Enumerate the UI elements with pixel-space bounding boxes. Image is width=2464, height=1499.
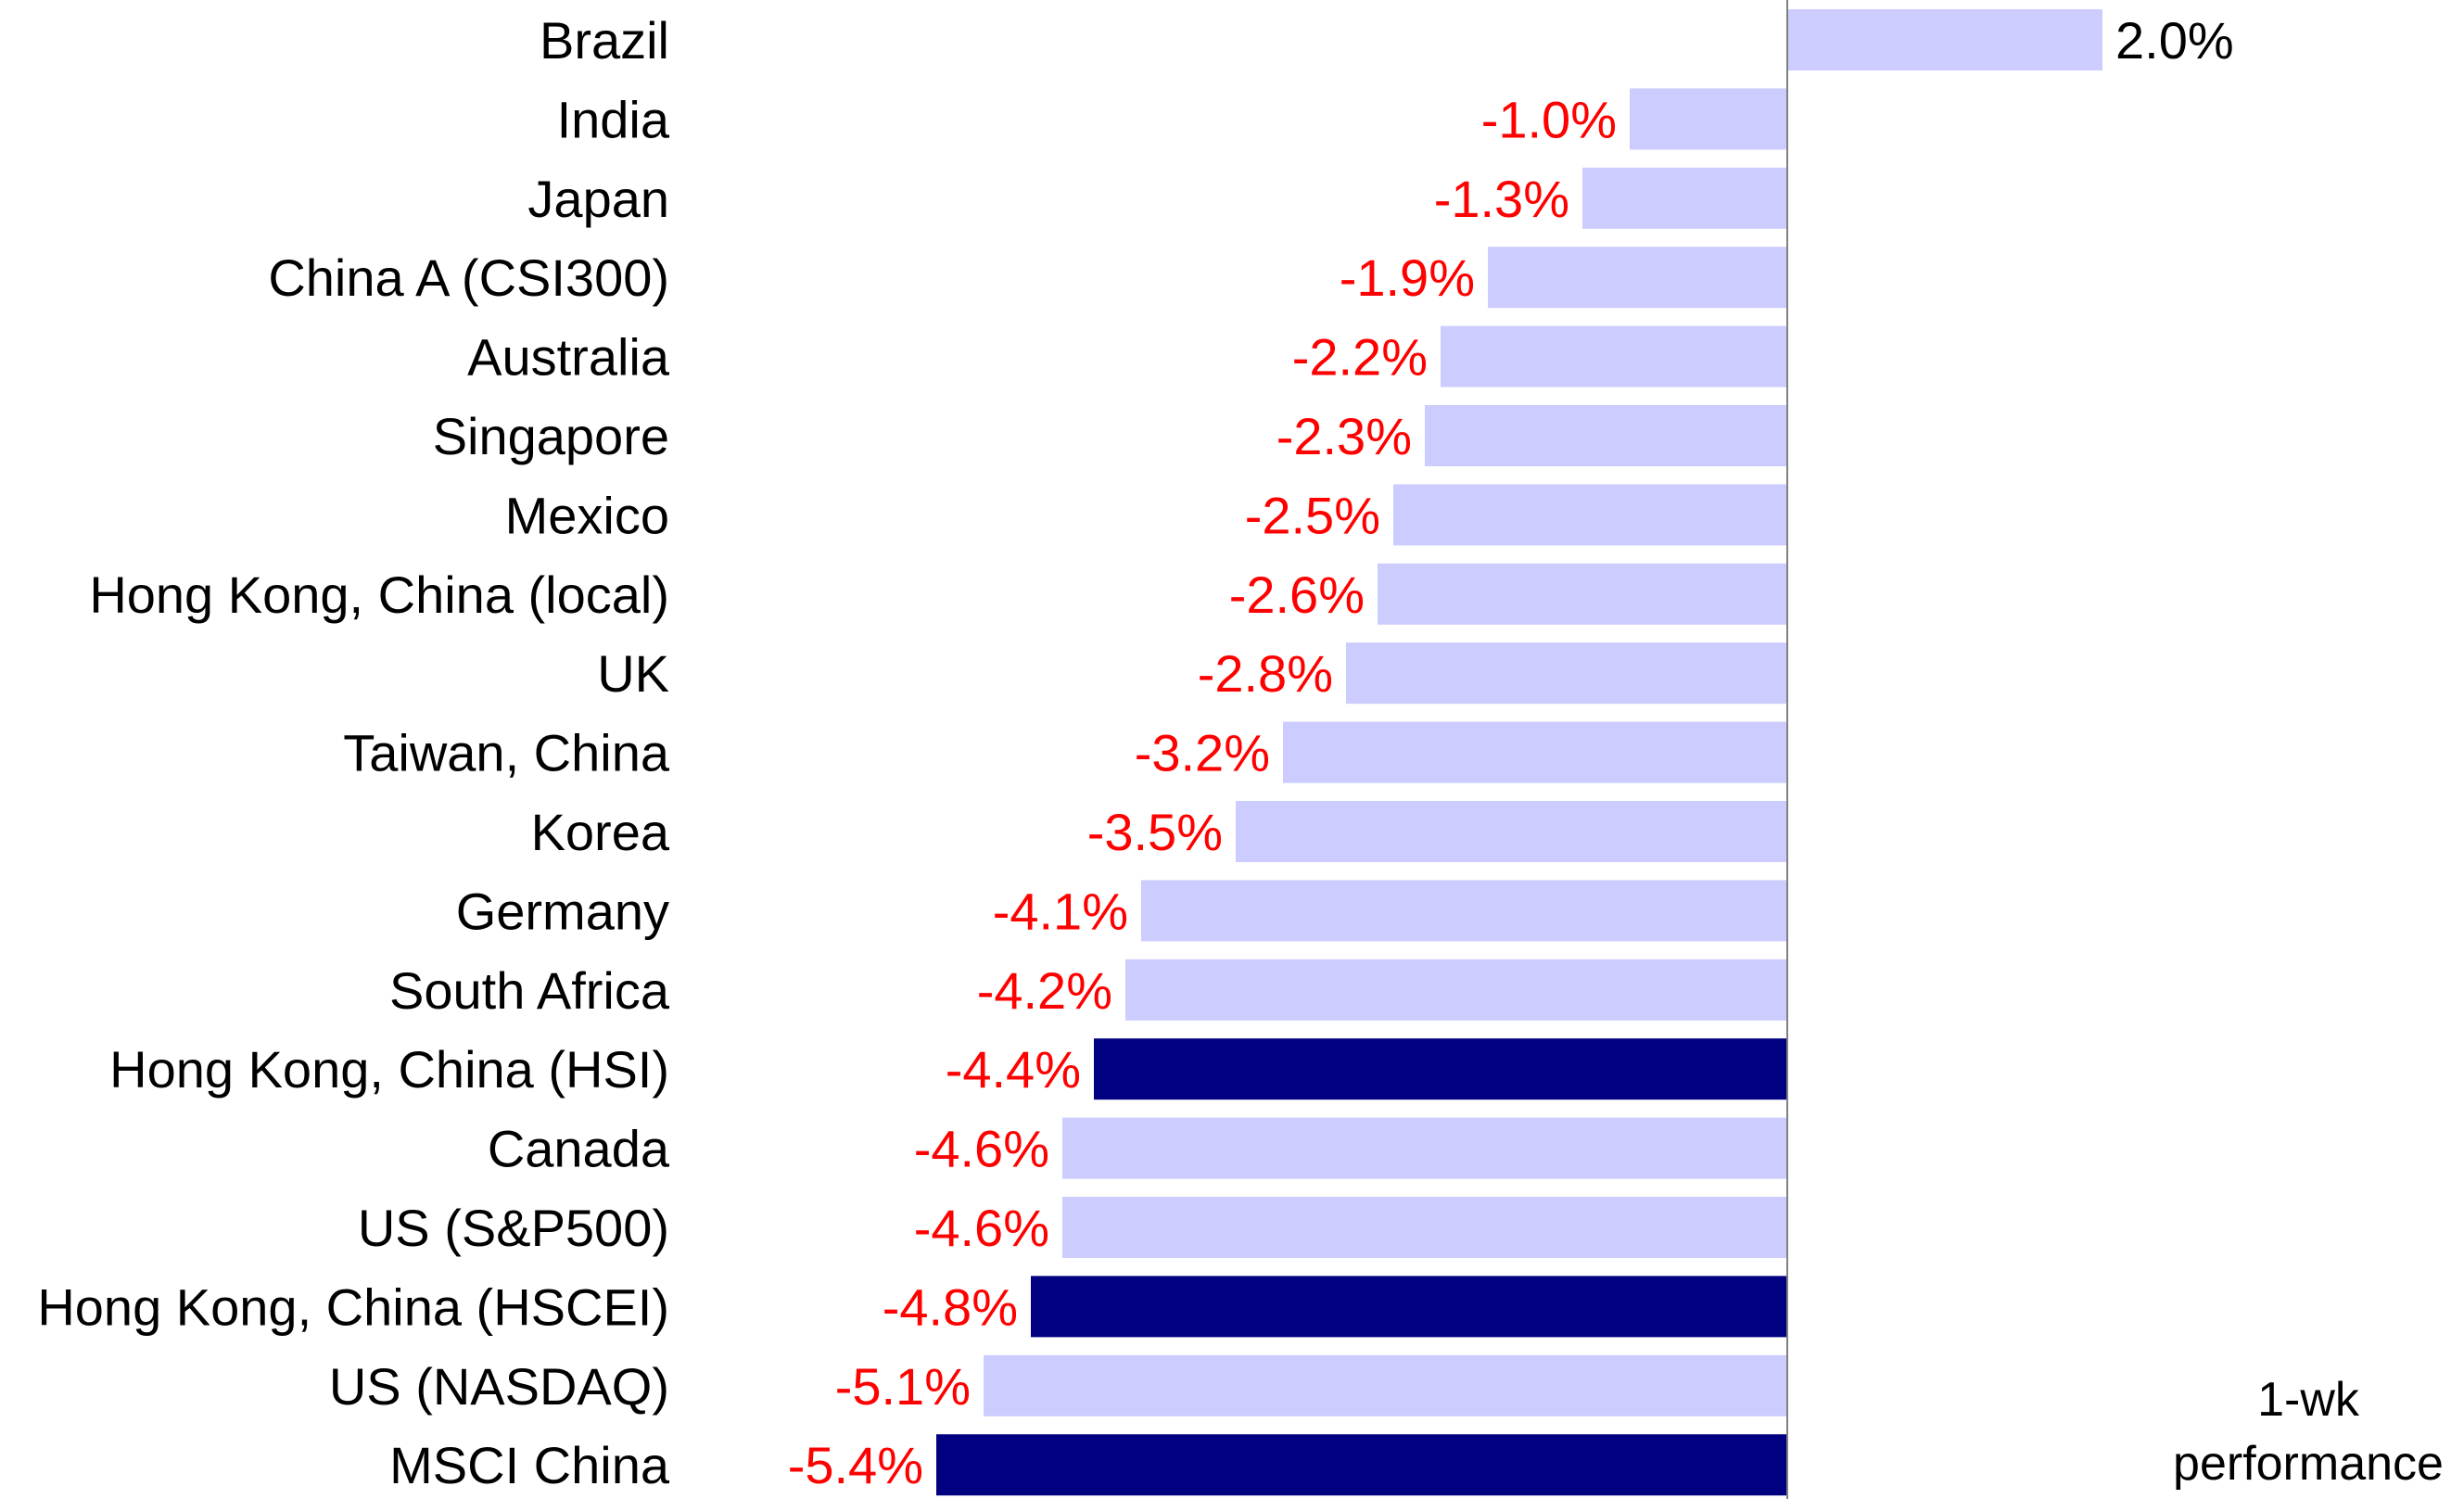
bar	[1425, 405, 1787, 466]
value-labels-group: 2.0% -1.0% -1.3% -1.9% -2.2% -2.3% -2.5% -2.6% -…	[788, 11, 2234, 1494]
bar	[1488, 247, 1787, 309]
bar	[936, 1434, 1787, 1496]
category-label: Hong Kong, China (local)	[89, 565, 669, 624]
data-label: -3.5%	[1087, 803, 1223, 861]
data-label: -1.3%	[1434, 170, 1569, 228]
bar	[984, 1354, 1787, 1416]
bars-group	[936, 9, 2102, 1496]
data-label: -2.8%	[1198, 644, 1333, 703]
data-label: -4.4%	[946, 1040, 1081, 1099]
bar	[1062, 1197, 1787, 1258]
data-label: -2.5%	[1245, 486, 1380, 544]
category-label: Hong Kong, China (HSCEI)	[37, 1277, 669, 1336]
bar	[1378, 563, 1787, 625]
data-label: -5.4%	[788, 1436, 923, 1494]
data-label: -2.3%	[1276, 407, 1412, 465]
category-label: UK	[597, 644, 669, 703]
data-label: -4.6%	[914, 1199, 1049, 1257]
bar	[1582, 167, 1787, 229]
category-label: Mexico	[505, 486, 669, 544]
category-label: US (S&P500)	[358, 1199, 669, 1257]
data-label: -2.6%	[1229, 565, 1365, 624]
annotation-line-1: 1-wk	[2257, 1373, 2360, 1427]
data-label: -4.8%	[883, 1277, 1018, 1336]
category-label: Canada	[488, 1120, 670, 1178]
category-label: South Africa	[389, 961, 670, 1020]
category-label: Singapore	[433, 407, 669, 465]
data-label: -4.1%	[993, 882, 1128, 940]
bar	[1141, 880, 1787, 942]
category-label: Korea	[531, 803, 670, 861]
data-label: -1.0%	[1481, 90, 1617, 148]
category-label: Australia	[467, 328, 670, 387]
category-label: Japan	[527, 170, 669, 228]
bar	[1125, 959, 1787, 1021]
data-label: -4.6%	[914, 1120, 1049, 1178]
bar	[1346, 642, 1787, 705]
bar	[1031, 1276, 1787, 1338]
data-label: -3.2%	[1135, 724, 1270, 782]
data-label: 2.0%	[2115, 11, 2234, 70]
bar	[1630, 88, 1787, 150]
bar	[1441, 325, 1787, 387]
category-label: Germany	[456, 882, 669, 940]
category-label: MSCI China	[389, 1436, 670, 1494]
annotation-line-2: performance	[2173, 1437, 2444, 1491]
category-label: US (NASDAQ)	[329, 1357, 669, 1416]
bar	[1062, 1117, 1787, 1179]
data-label: -1.9%	[1340, 248, 1475, 307]
category-label: Taiwan, China	[343, 724, 670, 782]
data-label: -4.2%	[977, 961, 1112, 1020]
category-label: China A (CSI300)	[268, 248, 669, 307]
category-label: Hong Kong, China (HSI)	[109, 1040, 669, 1099]
bar	[1094, 1038, 1787, 1100]
bar	[1787, 9, 2102, 70]
data-label: -5.1%	[835, 1357, 971, 1416]
category-label: India	[557, 90, 670, 148]
category-label: Brazil	[540, 11, 669, 70]
category-labels-group: Brazil India Japan China A (CSI300) Australi…	[37, 11, 670, 1494]
bar	[1393, 484, 1787, 546]
bar	[1283, 721, 1787, 783]
bar	[1236, 801, 1787, 862]
data-label: -2.2%	[1292, 328, 1428, 387]
